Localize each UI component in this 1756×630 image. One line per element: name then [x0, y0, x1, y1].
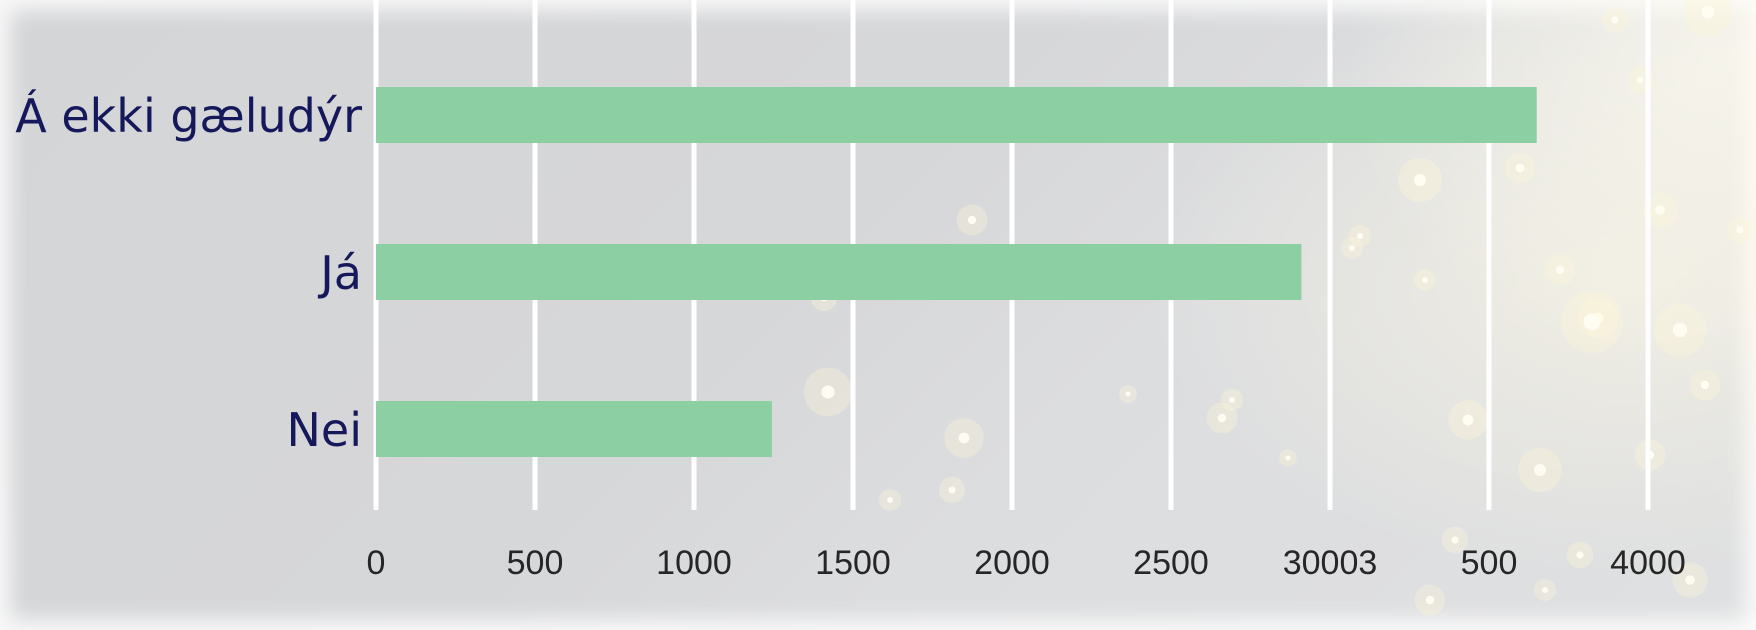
x-tick-label: 4000	[1610, 544, 1686, 582]
sparkle-dot	[1425, 595, 1435, 605]
sparkle-dot	[1349, 245, 1355, 251]
sparkle-dot	[1701, 5, 1715, 19]
bars	[376, 87, 1537, 457]
x-tick-label: 2500	[1133, 544, 1209, 582]
category-label: Já	[317, 246, 362, 300]
sparkle-dot	[1576, 551, 1584, 559]
sparkle-dot	[1515, 163, 1525, 173]
x-tick-label: 1500	[815, 544, 891, 582]
bar	[376, 244, 1302, 300]
sparkle-dot	[1229, 397, 1235, 403]
sparkle-dot	[821, 385, 835, 399]
sparkle-dot	[1655, 205, 1665, 215]
category-labels: Á ekki gæludýr Já Nei	[15, 89, 362, 457]
sparkle-dot	[1125, 391, 1131, 397]
sparkle-dot	[1422, 277, 1428, 283]
x-tick-label: 500	[507, 544, 564, 582]
x-tick-label: 500	[1461, 544, 1518, 582]
sparkle-dot	[1217, 413, 1227, 423]
sparkle-dot	[967, 215, 977, 225]
sparkle-dot	[1462, 414, 1474, 426]
x-tick-label: 2000	[974, 544, 1050, 582]
sparkle-dot	[1534, 464, 1546, 476]
x-tick-label: 30003	[1283, 544, 1378, 582]
x-tick-labels: 0 500 1000 1500 2000 2500 30003 500 4000	[367, 544, 1686, 582]
sparkle-dot	[1285, 455, 1291, 461]
sparkle-dot	[1555, 265, 1565, 275]
sparkle-dot	[948, 486, 956, 494]
sparkle-dot	[1672, 322, 1688, 338]
x-tick-label: 0	[367, 544, 386, 582]
sparkle-dot	[1357, 233, 1363, 239]
sparkle-dot	[1685, 575, 1695, 585]
sparkle-dot	[958, 432, 970, 444]
category-label: Á ekki gæludýr	[15, 89, 362, 143]
sparkle-decoration	[803, 0, 1754, 616]
sparkle-dot	[887, 497, 893, 503]
sparkle-dot	[1414, 174, 1426, 186]
bar	[376, 401, 772, 457]
sparkle-dot	[1451, 536, 1459, 544]
sparkle-dot	[1583, 313, 1601, 331]
sparkle-dot	[1611, 16, 1619, 24]
sparkle-dot	[1736, 226, 1744, 234]
sparkle-dot	[1636, 76, 1644, 84]
sparkle-dot	[1542, 587, 1548, 593]
category-label: Nei	[287, 403, 363, 457]
x-tick-label: 1000	[656, 544, 732, 582]
bar	[376, 87, 1537, 143]
sparkle-dot	[1700, 380, 1710, 390]
